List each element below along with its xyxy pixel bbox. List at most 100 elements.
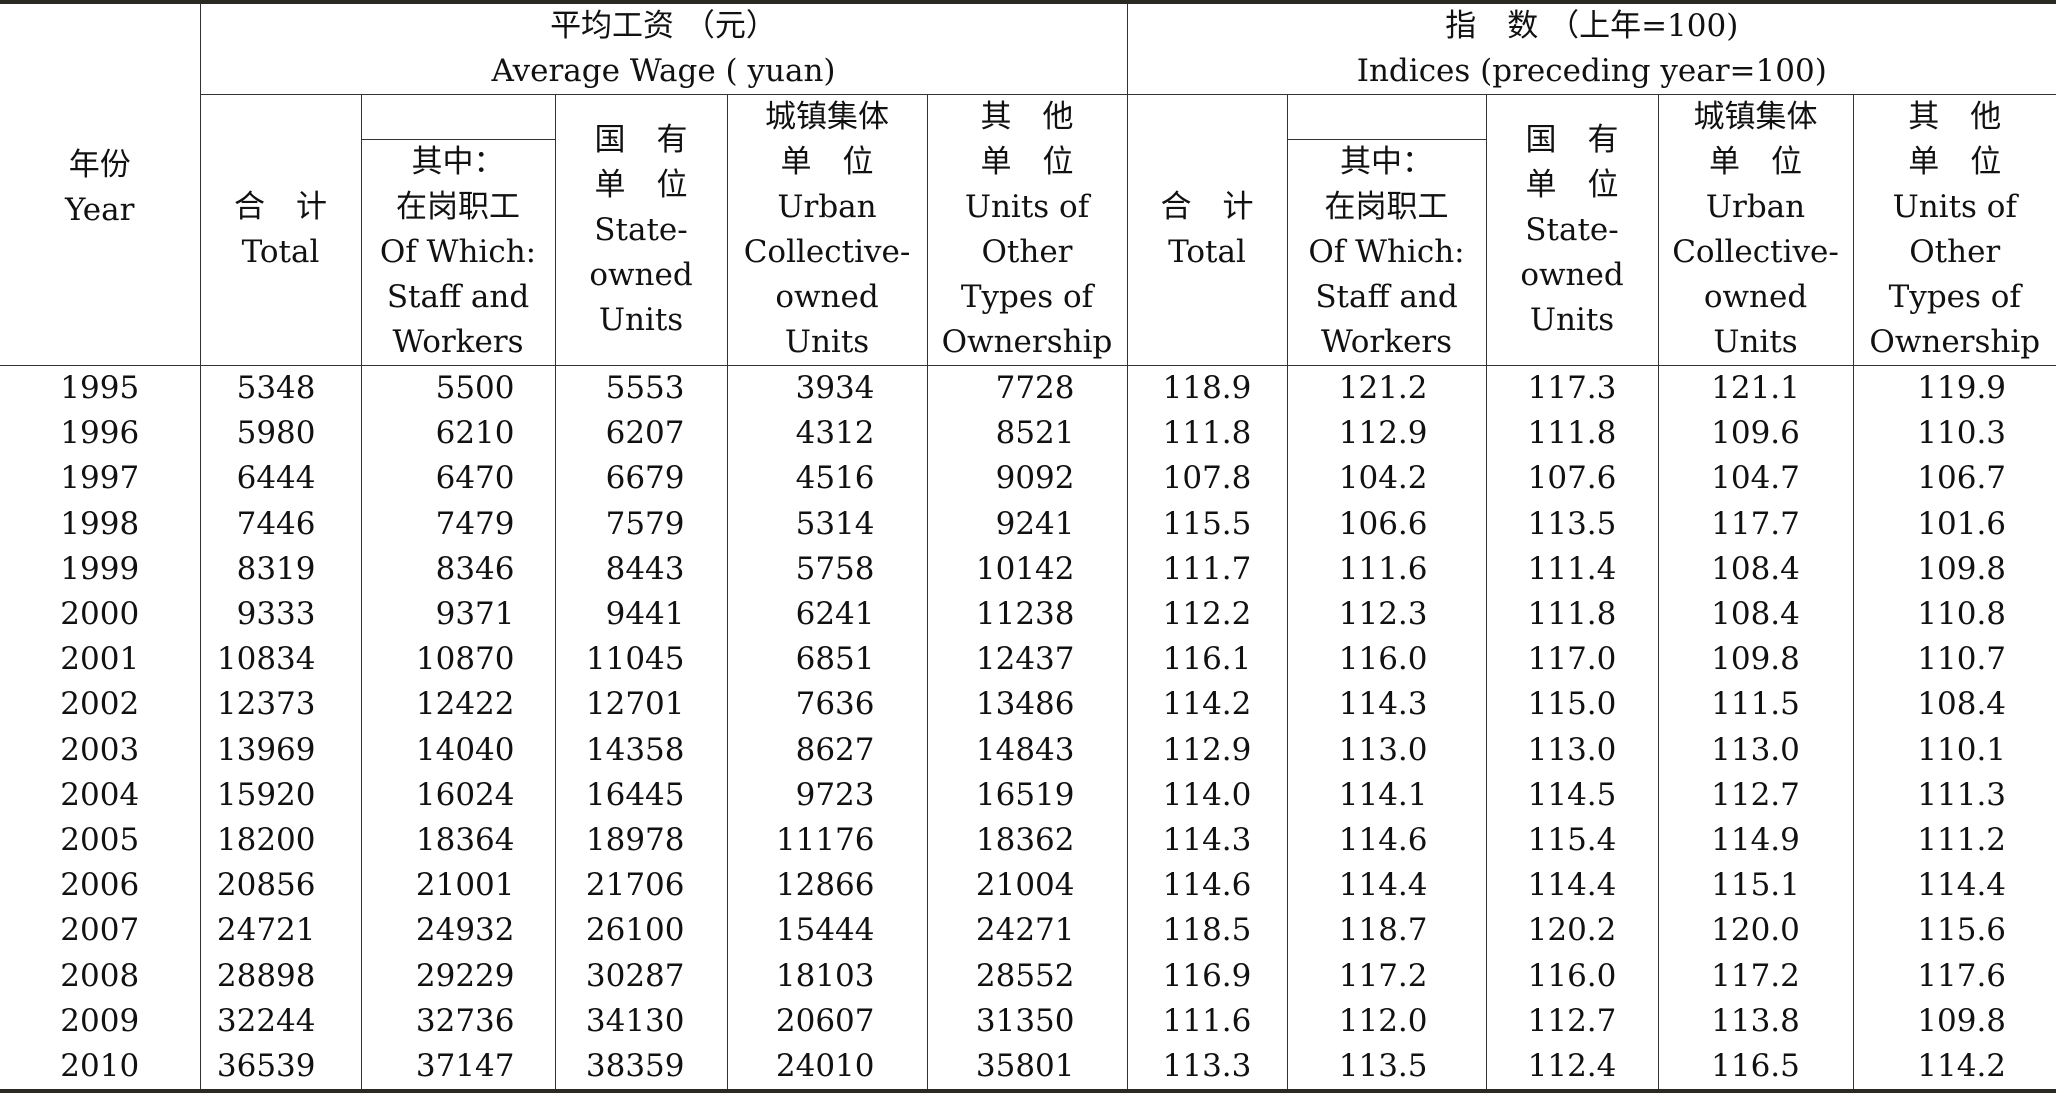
year-cell: 2004	[0, 773, 200, 818]
wage-state-owned-cell: 14358	[555, 728, 727, 773]
index-other-units-header-en-2: Other	[1854, 230, 2056, 275]
average-wage-group-header: 平均工资 （元） Average Wage ( yuan)	[200, 2, 1127, 95]
wage-urban-collective-cell: 11176	[727, 818, 927, 863]
wage-other-units-cell: 16519	[927, 773, 1127, 818]
wage-staff-cell: 32736	[361, 999, 555, 1044]
index-urban-collective-header-en-3: owned	[1659, 275, 1853, 320]
wage-total-cell: 9333	[200, 592, 361, 637]
wage-state-owned-header-en-3: Units	[556, 298, 727, 343]
wage-staff-cell: 37147	[361, 1044, 555, 1091]
indices-group-header: 指 数 （上年=100) Indices (preceding year=100…	[1127, 2, 2056, 95]
index-urban-collective-header-cn-2: 单 位	[1659, 140, 1853, 185]
index-staff-cell: 112.0	[1287, 999, 1486, 1044]
index-state-owned-header-en-1: State-	[1487, 208, 1658, 253]
wage-urban-collective-header-en-1: Urban	[728, 185, 927, 230]
year-cell: 2006	[0, 863, 200, 908]
wage-state-owned-cell: 30287	[555, 953, 727, 998]
index-state-owned-header-cn-2: 单 位	[1487, 163, 1658, 208]
wage-state-owned-cell: 16445	[555, 773, 727, 818]
wage-state-owned-cell: 5553	[555, 366, 727, 412]
index-staff-cell: 114.4	[1287, 863, 1486, 908]
year-cell: 2007	[0, 908, 200, 953]
wage-total-cell: 13969	[200, 728, 361, 773]
index-total-cell: 114.0	[1127, 773, 1287, 818]
index-state-owned-cell: 114.4	[1486, 863, 1658, 908]
index-other-units-header-en-4: Ownership	[1854, 320, 2056, 365]
year-header: 年份 Year	[0, 2, 200, 366]
wage-urban-collective-cell: 20607	[727, 999, 927, 1044]
wage-urban-collective-cell: 5314	[727, 502, 927, 547]
year-cell: 1999	[0, 547, 200, 592]
index-state-owned-cell: 115.4	[1486, 818, 1658, 863]
index-state-owned-cell: 120.2	[1486, 908, 1658, 953]
wage-state-owned-cell: 26100	[555, 908, 727, 953]
index-urban-collective-header-en-2: Collective-	[1659, 230, 1853, 275]
index-staff-header-en-3: Workers	[1288, 320, 1486, 365]
index-staff-cell: 114.6	[1287, 818, 1486, 863]
index-urban-collective-cell: 120.0	[1658, 908, 1853, 953]
index-staff-cell: 111.6	[1287, 547, 1486, 592]
index-urban-collective-cell: 121.1	[1658, 366, 1853, 412]
wage-urban-collective-cell: 12866	[727, 863, 927, 908]
wage-other-units-header-en-2: Other	[928, 230, 1127, 275]
index-other-units-cell: 111.3	[1853, 773, 2056, 818]
wage-urban-collective-cell: 3934	[727, 366, 927, 412]
wage-state-owned-cell: 18978	[555, 818, 727, 863]
index-staff-cell: 116.0	[1287, 637, 1486, 682]
wage-other-units-cell: 11238	[927, 592, 1127, 637]
wage-total-cell: 8319	[200, 547, 361, 592]
index-staff-cell: 113.5	[1287, 1044, 1486, 1091]
table-header: 年份 Year 平均工资 （元） Average Wage ( yuan) 指 …	[0, 2, 2056, 366]
year-cell: 2009	[0, 999, 200, 1044]
year-cell: 2008	[0, 953, 200, 998]
wage-staff-cell: 9371	[361, 592, 555, 637]
wage-staff-cell: 6210	[361, 411, 555, 456]
index-state-owned-cell: 114.5	[1486, 773, 1658, 818]
index-other-units-cell: 119.9	[1853, 366, 2056, 412]
wage-other-units-header-cn-1: 其 他	[928, 95, 1127, 140]
wage-total-cell: 28898	[200, 953, 361, 998]
wage-urban-collective-cell: 4516	[727, 456, 927, 501]
index-staff-cell: 114.1	[1287, 773, 1486, 818]
index-staff-cell: 118.7	[1287, 908, 1486, 953]
wage-other-units-cell: 24271	[927, 908, 1127, 953]
index-other-units-cell: 101.6	[1853, 502, 2056, 547]
wage-other-units-cell: 35801	[927, 1044, 1127, 1091]
index-urban-collective-header: 城镇集体 单 位 Urban Collective- owned Units	[1658, 95, 1853, 366]
index-state-owned-header-en-2: owned	[1487, 253, 1658, 298]
wage-urban-collective-cell: 9723	[727, 773, 927, 818]
index-other-units-cell: 110.7	[1853, 637, 2056, 682]
wage-total-cell: 12373	[200, 682, 361, 727]
wage-state-owned-cell: 38359	[555, 1044, 727, 1091]
average-wage-header-en: Average Wage ( yuan)	[201, 49, 1127, 94]
index-state-owned-header-cn-1: 国 有	[1487, 118, 1658, 163]
index-staff-cell: 104.2	[1287, 456, 1486, 501]
wage-staff-cell: 14040	[361, 728, 555, 773]
wage-total-cell: 15920	[200, 773, 361, 818]
index-other-units-cell: 110.8	[1853, 592, 2056, 637]
wage-staff-cell: 29229	[361, 953, 555, 998]
indices-header-en: Indices (preceding year=100)	[1128, 49, 2056, 94]
wage-total-cell: 5980	[200, 411, 361, 456]
year-cell: 2005	[0, 818, 200, 863]
year-cell: 2002	[0, 682, 200, 727]
index-other-units-header-en-3: Types of	[1854, 275, 2056, 320]
wage-staff-cell: 18364	[361, 818, 555, 863]
wage-state-owned-cell: 12701	[555, 682, 727, 727]
wage-urban-collective-header-en-2: Collective-	[728, 230, 927, 275]
wage-staff-cell: 12422	[361, 682, 555, 727]
index-urban-collective-cell: 117.2	[1658, 953, 1853, 998]
wage-urban-collective-cell: 6241	[727, 592, 927, 637]
index-urban-collective-cell: 117.7	[1658, 502, 1853, 547]
wage-other-units-cell: 14843	[927, 728, 1127, 773]
index-total-cell: 115.5	[1127, 502, 1287, 547]
year-cell: 2010	[0, 1044, 200, 1091]
wage-total-header-en: Total	[201, 230, 361, 275]
